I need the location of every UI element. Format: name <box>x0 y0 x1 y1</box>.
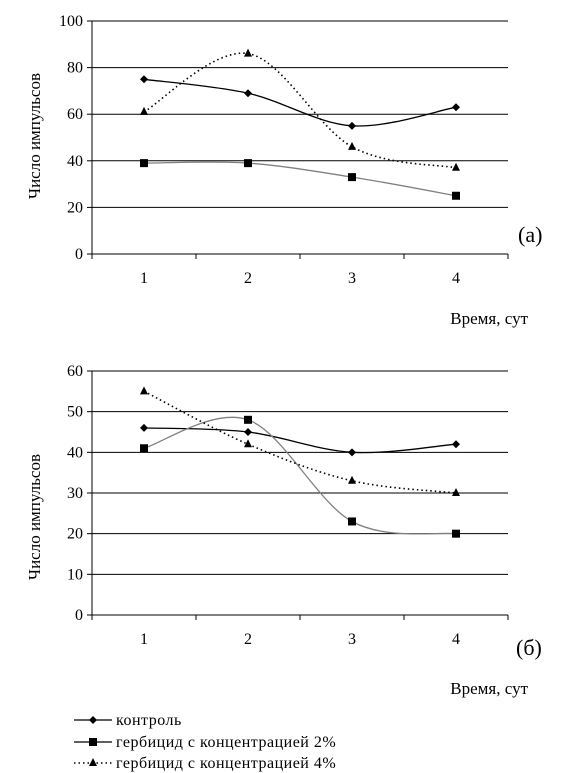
chart-a-y-tick-label: 60 <box>67 106 83 123</box>
chart-b: Число импульсов Время, сут (б) 0 10 20 30 40… <box>25 363 542 698</box>
chart-a-y-tick-label: 20 <box>67 199 83 216</box>
chart-b-x-tick-label: 1 <box>140 631 148 648</box>
chart-b-y-tick-label: 50 <box>67 404 83 421</box>
chart-b-panel-label: (б) <box>516 635 542 660</box>
chart-b-x-tick-label: 2 <box>244 631 252 648</box>
legend-label-control: контроль <box>116 712 182 729</box>
legend-label-herbicide-2: гербицид с концентрацией 2% <box>116 734 336 751</box>
chart-b-point-herbicide-4 <box>348 475 356 484</box>
legend-label-herbicide-4: гербицид с концентрацией 4% <box>116 755 336 772</box>
chart-b-point-herbicide-2 <box>452 529 460 538</box>
chart-a-point-herbicide-2 <box>244 159 252 168</box>
chart-a-x-tick-label: 4 <box>452 270 460 287</box>
chart-b-series-herbicide-2 <box>140 415 460 538</box>
chart-b-ylabel: Число импульсов <box>25 454 44 580</box>
chart-a-point-control <box>244 89 252 98</box>
chart-a-point-herbicide-4 <box>244 48 252 57</box>
chart-b-series-herbicide-4 <box>140 386 460 496</box>
chart-a-line-herbicide-4 <box>143 52 457 169</box>
chart-a-x-tick-label: 3 <box>348 270 356 287</box>
chart-b-point-control <box>140 423 148 432</box>
chart-b-point-herbicide-4 <box>452 488 460 496</box>
chart-b-y-tick-label: 30 <box>67 485 83 502</box>
chart-a-series-herbicide-4 <box>140 48 460 171</box>
chart-a-point-control <box>348 121 356 130</box>
chart-a-y-tick-label: 0 <box>75 246 83 263</box>
chart-b-line-herbicide-2 <box>143 416 457 535</box>
chart-a-gridlines <box>92 20 508 208</box>
legend-marker-control <box>89 716 97 724</box>
chart-a-x-tick-label: 2 <box>244 270 252 287</box>
chart-a-point-herbicide-4 <box>348 141 356 150</box>
chart-b-y-tick-label: 60 <box>67 363 83 380</box>
chart-b-point-herbicide-2 <box>348 517 356 526</box>
chart-a-panel-label: (а) <box>518 222 542 247</box>
chart-b-line-herbicide-4 <box>143 390 457 494</box>
chart-b-y-tick-label: 40 <box>67 444 83 461</box>
chart-b-point-control <box>244 428 252 436</box>
chart-b-line-control <box>143 427 457 454</box>
legend: контроль гербицид с концентрацией 2% гер… <box>74 712 336 772</box>
chart-a-point-herbicide-2 <box>140 159 148 168</box>
chart-a-line-herbicide-2 <box>143 161 457 197</box>
chart-a: Число импульсов Время, сут (а) 0 20 40 60 80… <box>25 13 542 328</box>
chart-a-xlabel: Время, сут <box>450 309 528 328</box>
legend-item-herbicide-2: гербицид с концентрацией 2% <box>74 734 336 751</box>
chart-a-y-tick-label: 40 <box>67 153 83 170</box>
chart-a-y-tick-label: 100 <box>59 13 83 30</box>
chart-b-y-tick-label: 20 <box>67 526 83 543</box>
chart-a-line-control <box>143 78 457 127</box>
chart-b-x-tick-label: 4 <box>452 631 460 648</box>
legend-item-control: контроль <box>74 712 182 729</box>
chart-a-series-control <box>140 75 460 130</box>
chart-a-x-tick-label: 1 <box>140 270 148 287</box>
legend-marker-herbicide-4 <box>89 758 97 766</box>
chart-b-xlabel: Время, сут <box>450 679 528 698</box>
chart-b-y-tick-label: 0 <box>75 607 83 624</box>
chart-a-point-herbicide-2 <box>452 191 460 200</box>
legend-marker-herbicide-2 <box>89 738 97 746</box>
chart-a-point-herbicide-2 <box>348 173 356 182</box>
chart-b-point-herbicide-2 <box>244 415 252 424</box>
chart-a-series-herbicide-2 <box>140 159 460 200</box>
chart-a-point-herbicide-4 <box>140 106 148 115</box>
chart-b-x-tick-label: 3 <box>348 631 356 648</box>
chart-b-point-control <box>452 440 460 449</box>
chart-b-point-herbicide-2 <box>140 444 148 453</box>
chart-a-y-tick-label: 80 <box>67 60 83 77</box>
chart-b-gridlines <box>92 370 508 575</box>
chart-b-series-control <box>140 423 460 457</box>
chart-b-point-herbicide-4 <box>244 439 252 448</box>
chart-a-point-control <box>140 75 148 84</box>
chart-b-point-control <box>348 448 356 457</box>
chart-b-y-tick-label: 10 <box>67 566 83 583</box>
chart-a-point-herbicide-4 <box>452 162 460 171</box>
chart-a-ylabel: Число импульсов <box>25 73 44 199</box>
chart-a-point-control <box>452 103 460 112</box>
legend-item-herbicide-4: гербицид с концентрацией 4% <box>74 755 336 772</box>
chart-b-point-herbicide-4 <box>140 386 148 395</box>
